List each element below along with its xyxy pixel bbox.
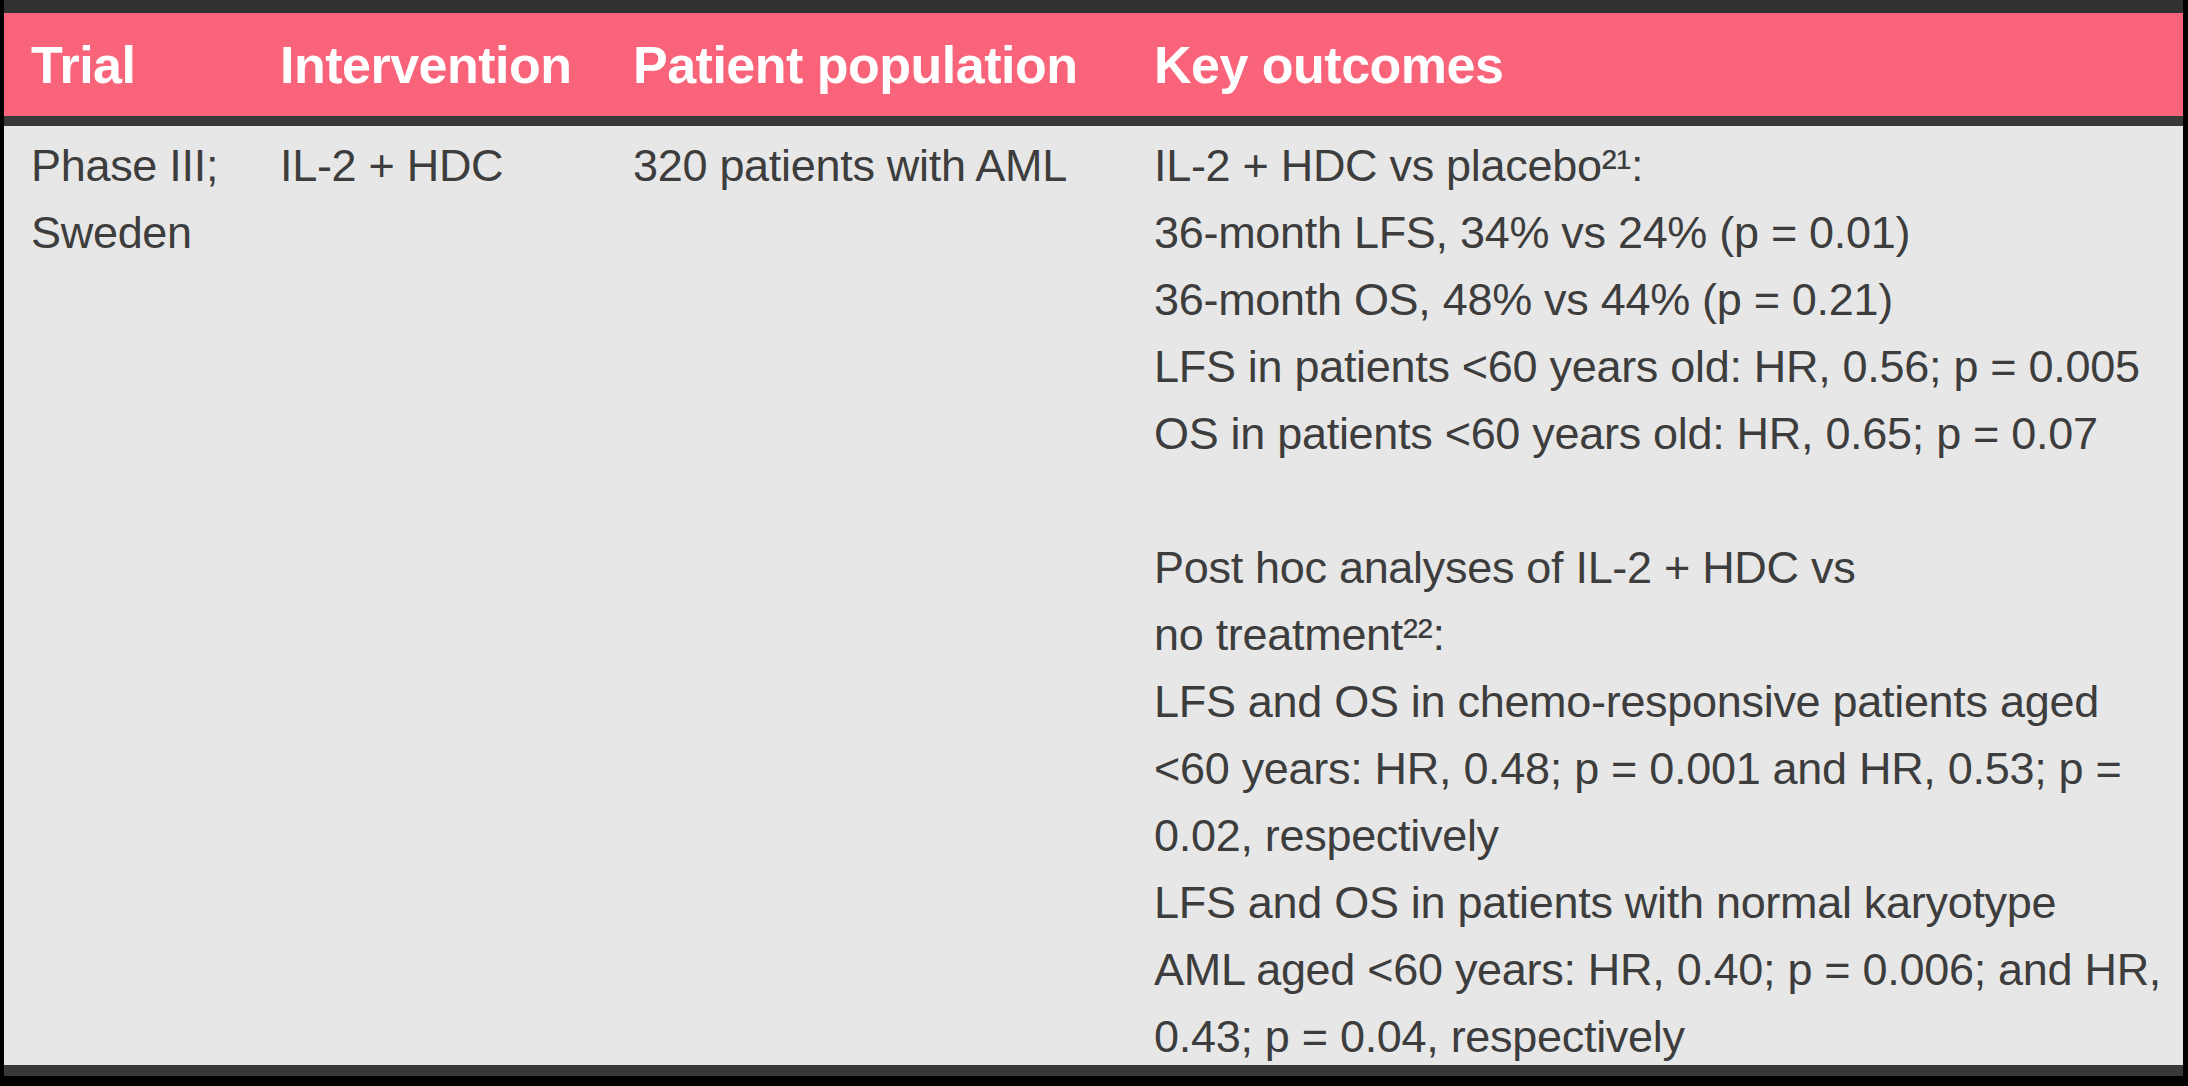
- outcome-line: Post hoc analyses of IL-2 + HDC vs: [1154, 534, 2183, 601]
- outcome-line: LFS in patients <60 years old: HR, 0.56;…: [1154, 333, 2183, 400]
- outcome-line: 36-month LFS, 34% vs 24% (p = 0.01): [1154, 199, 2183, 266]
- outcome-line: LFS and OS in patients with normal karyo…: [1154, 869, 2183, 936]
- outcome-line: 0.43; p = 0.04, respectively: [1154, 1003, 2183, 1070]
- cell-key-outcomes: IL-2 + HDC vs placebo²¹: 36-month LFS, 3…: [1127, 132, 2183, 1070]
- outcome-line: IL-2 + HDC vs placebo²¹:: [1154, 132, 2183, 199]
- outcome-line: 0.02, respectively: [1154, 802, 2183, 869]
- table-row: Phase III; Sweden IL-2 + HDC 320 patient…: [4, 126, 2183, 1070]
- outcome-line-spacer: [1154, 467, 2183, 534]
- outcome-line: no treatment²²:: [1154, 601, 2183, 668]
- table-header-row: Trial Intervention Patient population Ke…: [4, 13, 2183, 116]
- cell-patient-population: 320 patients with AML: [606, 132, 1127, 1070]
- trial-line: Phase III;: [31, 132, 253, 199]
- column-header-trial: Trial: [4, 35, 253, 95]
- cell-intervention: IL-2 + HDC: [253, 132, 606, 1070]
- column-header-key-outcomes: Key outcomes: [1127, 35, 2183, 95]
- cell-trial: Phase III; Sweden: [4, 132, 253, 1070]
- intervention-value: IL-2 + HDC: [280, 132, 606, 199]
- clinical-trial-results-table: Trial Intervention Patient population Ke…: [4, 0, 2183, 1076]
- column-header-patient-population: Patient population: [606, 35, 1127, 95]
- outcome-line: <60 years: HR, 0.48; p = 0.001 and HR, 0…: [1154, 735, 2183, 802]
- patient-population-value: 320 patients with AML: [633, 132, 1127, 199]
- outcome-line: AML aged <60 years: HR, 0.40; p = 0.006;…: [1154, 936, 2183, 1003]
- outcome-line: OS in patients <60 years old: HR, 0.65; …: [1154, 400, 2183, 467]
- column-header-intervention: Intervention: [253, 35, 606, 95]
- header-divider: [4, 116, 2183, 126]
- outcome-line: LFS and OS in chemo-responsive patients …: [1154, 668, 2183, 735]
- outcome-line: 36-month OS, 48% vs 44% (p = 0.21): [1154, 266, 2183, 333]
- trial-line: Sweden: [31, 199, 253, 266]
